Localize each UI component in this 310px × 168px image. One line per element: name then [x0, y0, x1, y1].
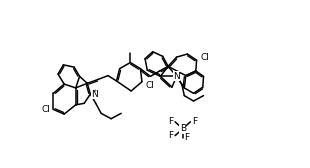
Text: Cl: Cl: [201, 53, 209, 62]
Text: F: F: [184, 133, 189, 142]
Text: B: B: [180, 124, 186, 133]
Text: Cl: Cl: [42, 105, 50, 114]
Text: N: N: [173, 72, 180, 81]
Text: N: N: [91, 90, 98, 99]
Text: Cl: Cl: [146, 81, 155, 90]
Text: F: F: [168, 117, 174, 126]
Text: F: F: [192, 117, 197, 126]
Text: F: F: [168, 131, 174, 140]
Text: ⁺: ⁺: [93, 88, 97, 97]
